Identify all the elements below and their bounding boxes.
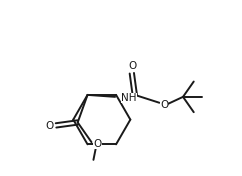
- Text: O: O: [45, 121, 53, 131]
- Text: O: O: [160, 100, 168, 110]
- Text: NH: NH: [121, 93, 136, 103]
- Text: O: O: [129, 61, 137, 71]
- Text: O: O: [93, 139, 101, 149]
